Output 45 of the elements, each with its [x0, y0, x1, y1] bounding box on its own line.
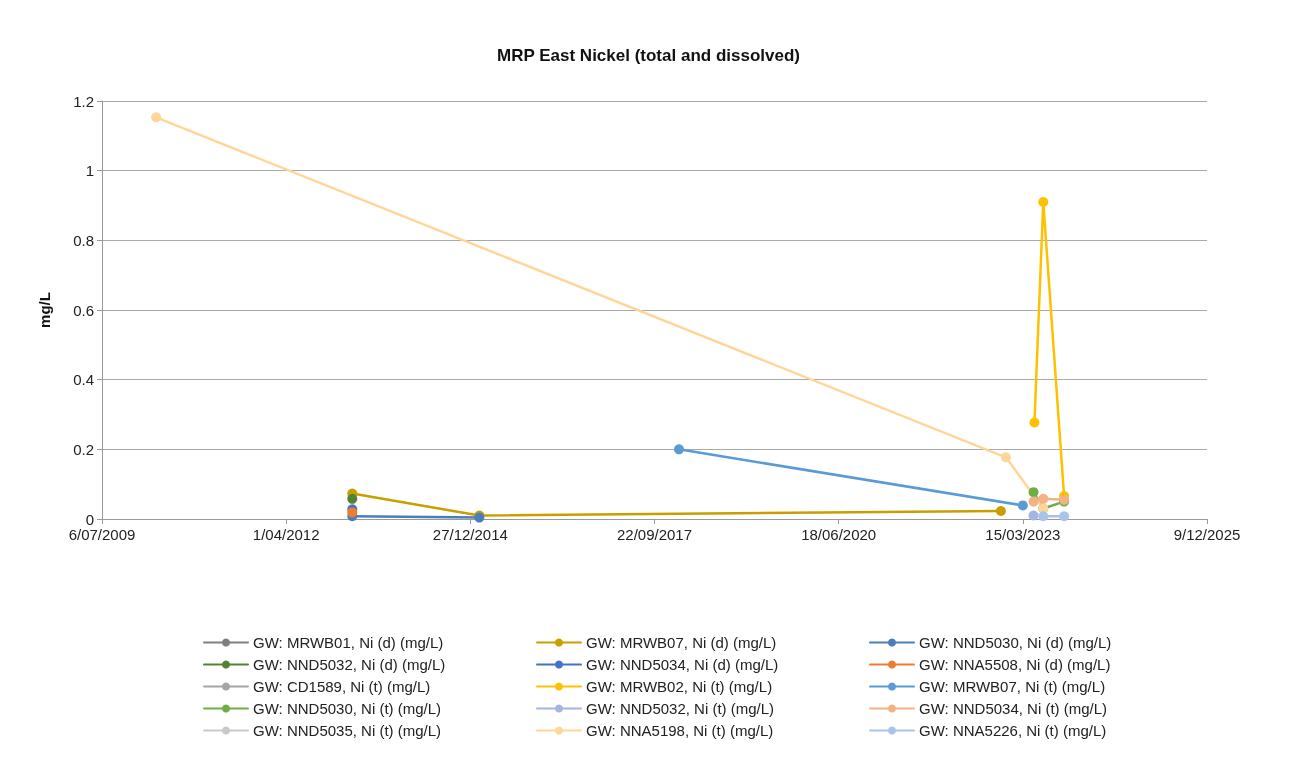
y-axis-title: mg/L [36, 292, 53, 328]
point [1017, 500, 1028, 511]
legend-label: GW: NND5035, Ni (t) (mg/L) [253, 722, 442, 739]
x-tick-label: 27/12/2014 [432, 526, 508, 543]
legend-label: GW: NND5032, Ni (d) (mg/L) [253, 656, 446, 673]
y-tick-label: 0.2 [73, 440, 94, 458]
point [1028, 510, 1039, 521]
legend-label: GW: MRWB07, Ni (d) (mg/L) [586, 634, 777, 651]
y-tick-label: 0.8 [73, 231, 94, 249]
point [1028, 496, 1039, 507]
x-tick-label: 1/04/2012 [252, 526, 320, 543]
point [1029, 417, 1040, 428]
legend-label: GW: NNA5198, Ni (t) (mg/L) [586, 722, 774, 739]
point [674, 444, 684, 455]
point [1038, 197, 1049, 208]
point [1028, 487, 1039, 498]
legend-label: GW: NNA5508, Ni (d) (mg/L) [919, 656, 1111, 673]
y-tick-label: 1.2 [73, 92, 94, 110]
legend-label: GW: CD1589, Ni (t) (mg/L) [253, 678, 431, 695]
legend-label: GW: NND5034, Ni (d) (mg/L) [586, 656, 779, 673]
point [1000, 452, 1011, 463]
y-tick-label: 0.6 [73, 301, 94, 319]
chart-title: MRP East Nickel (total and dissolved) [497, 46, 800, 65]
point [1038, 511, 1049, 522]
x-tick-label: 18/06/2020 [801, 526, 877, 543]
legend-label: GW: MRWB07, Ni (t) (mg/L) [919, 678, 1106, 695]
point [347, 493, 358, 504]
y-tick-label: 0 [85, 510, 94, 528]
x-tick-label: 9/12/2025 [1173, 526, 1241, 543]
legend-label: GW: NND5032, Ni (t) (mg/L) [586, 700, 775, 717]
x-tick-label: 22/09/2017 [616, 526, 693, 543]
legend-label: GW: MRWB02, Ni (t) (mg/L) [586, 678, 773, 695]
legend-label: GW: NND5030, Ni (t) (mg/L) [253, 700, 442, 717]
legend-label: GW: NND5034, Ni (t) (mg/L) [919, 700, 1108, 717]
legend-label: GW: MRWB01, Ni (d) (mg/L) [253, 634, 444, 651]
point [995, 505, 1006, 516]
y-tick-label: 1 [85, 162, 94, 180]
point [151, 112, 162, 123]
point [1038, 493, 1049, 504]
point [1059, 511, 1070, 522]
x-tick-label: 6/07/2009 [68, 526, 136, 543]
legend-label: GW: NNA5226, Ni (t) (mg/L) [919, 722, 1107, 739]
x-tick-label: 15/03/2023 [985, 526, 1061, 543]
y-tick-label: 0.4 [73, 371, 94, 389]
legend-label: GW: NND5030, Ni (d) (mg/L) [919, 634, 1112, 651]
